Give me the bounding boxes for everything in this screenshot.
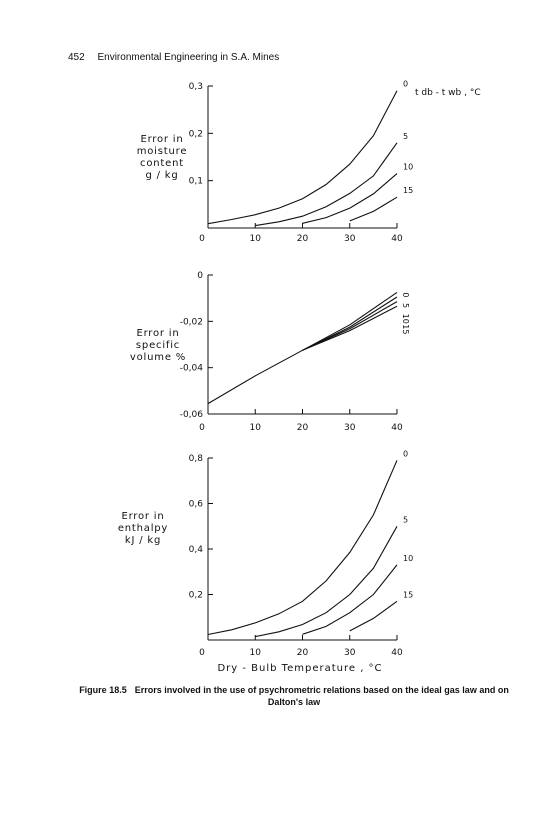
series-label-5: 5 bbox=[403, 515, 408, 524]
series-line-0 bbox=[207, 460, 398, 636]
series-label-5: 5 bbox=[403, 132, 408, 141]
y-axis-label-line: enthalpy bbox=[118, 523, 168, 534]
x-tick-label: 30 bbox=[344, 648, 356, 658]
page-number: 452 bbox=[68, 52, 85, 63]
x-tick-label: 0 bbox=[199, 423, 205, 433]
panel-enthalpy: 0 10 20 30 40 0,2 0,4 0,6 0,8 Error in enthalpy kJ … bbox=[118, 449, 413, 658]
series-label-15: 15 bbox=[403, 590, 413, 599]
y-axis-label-line: moisture bbox=[137, 146, 188, 157]
y-tick-label: 0,2 bbox=[189, 129, 203, 139]
x-tick-label: 0 bbox=[199, 234, 205, 244]
series-label-0: 0 bbox=[403, 449, 408, 458]
x-tick-label: 40 bbox=[391, 234, 403, 244]
x-tick-label: 10 bbox=[250, 234, 262, 244]
y-tick-label: 0,4 bbox=[189, 545, 204, 555]
series-label-0: 0 bbox=[401, 292, 410, 297]
x-tick-label: 30 bbox=[344, 423, 356, 433]
series-label-15: 15 bbox=[401, 324, 410, 334]
series-line-15 bbox=[302, 305, 398, 351]
series-label-15: 15 bbox=[403, 186, 413, 195]
x-tick-label: 0 bbox=[199, 648, 205, 658]
x-tick-label: 10 bbox=[250, 423, 262, 433]
book-title: Environmental Engineering in S.A. Mines bbox=[97, 52, 280, 63]
legend-title: t db - t wb , °C bbox=[415, 88, 481, 98]
y-axis-label-line: kJ / kg bbox=[125, 535, 161, 546]
y-axis-label-line: Error in bbox=[140, 134, 183, 145]
y-tick-label: 0,3 bbox=[189, 82, 203, 92]
series-line-15 bbox=[349, 600, 398, 632]
x-tick-label: 40 bbox=[391, 648, 403, 658]
x-tick-label: 40 bbox=[391, 423, 403, 433]
series-label-5: 5 bbox=[401, 303, 410, 308]
series-line-15 bbox=[349, 196, 398, 222]
x-tick-label: 20 bbox=[297, 234, 309, 244]
figure-label: Figure 18.5 bbox=[79, 685, 127, 695]
caption-text-2: Dalton's law bbox=[267, 697, 321, 707]
x-tick-label: 20 bbox=[297, 423, 309, 433]
y-tick-label: 0 bbox=[197, 271, 203, 281]
y-axis-label: Error in moisture content g / kg bbox=[137, 134, 188, 181]
y-axis-label-line: volume % bbox=[130, 352, 186, 363]
y-tick-label: 0,8 bbox=[189, 454, 204, 464]
y-tick-label: 0,1 bbox=[189, 177, 203, 187]
series-label-10: 10 bbox=[403, 163, 413, 172]
y-tick-label: -0,02 bbox=[180, 317, 203, 327]
y-axis-label: Error in enthalpy kJ / kg bbox=[118, 511, 168, 546]
x-tick-label: 20 bbox=[297, 648, 309, 658]
y-axis-label-line: Error in bbox=[121, 511, 164, 522]
y-axis-label-line: content bbox=[140, 158, 184, 169]
series-line-5 bbox=[255, 142, 398, 227]
caption-text-1: Errors involved in the use of psychromet… bbox=[134, 685, 509, 695]
series-line-10 bbox=[302, 173, 398, 224]
series-line-0 bbox=[207, 90, 398, 225]
x-tick-label: 10 bbox=[250, 648, 262, 658]
panel-moisture-content: 0 10 20 30 40 0,1 0,2 0,3 Error in moisture conten… bbox=[137, 80, 413, 244]
series-line-0 bbox=[207, 291, 398, 405]
y-tick-label: -0,04 bbox=[180, 364, 204, 374]
panel-specific-volume: 0 10 20 30 40 0 -0,02 -0,04 -0,06 Error in specifi… bbox=[130, 271, 410, 433]
y-axis-label-line: Error in bbox=[136, 328, 179, 339]
y-tick-label: -0,06 bbox=[180, 410, 204, 420]
figure-caption: Figure 18.5 Errors involved in the use of… bbox=[48, 684, 540, 708]
series-line-10 bbox=[302, 301, 398, 351]
y-axis-label: Error in specific volume % bbox=[130, 328, 186, 363]
x-axis-label: Dry - Bulb Temperature , °C bbox=[217, 663, 382, 674]
series-label-10: 10 bbox=[403, 554, 413, 563]
y-tick-label: 0,6 bbox=[189, 500, 204, 510]
x-tick-label: 30 bbox=[344, 234, 356, 244]
series-label-10: 10 bbox=[401, 314, 410, 324]
series-line-10 bbox=[302, 564, 398, 635]
series-label-0: 0 bbox=[403, 80, 408, 89]
y-axis-label-line: g / kg bbox=[145, 170, 178, 181]
y-tick-label: 0,2 bbox=[189, 591, 203, 601]
page-header: 452 Environmental Engineering in S.A. Mi… bbox=[68, 52, 279, 63]
y-axis-label-line: specific bbox=[136, 340, 180, 351]
series-line-5 bbox=[255, 526, 398, 638]
